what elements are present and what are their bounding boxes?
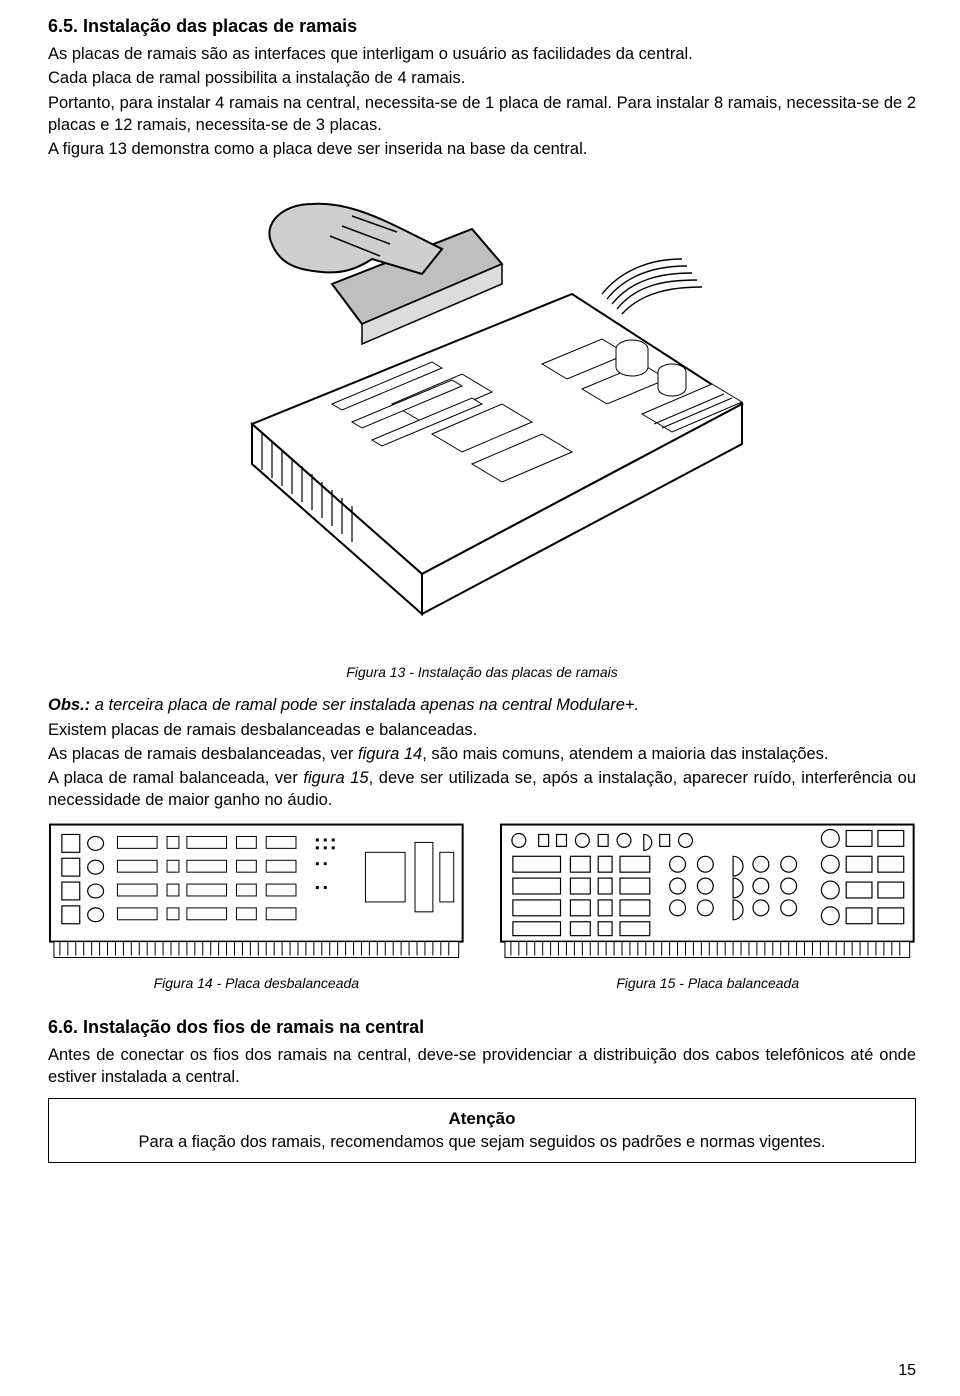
- p2-fig-ref: figura 14: [358, 745, 422, 763]
- figure-14-illustration: [48, 822, 465, 962]
- p2b: , são mais comuns, atendem a maioria das…: [422, 745, 828, 763]
- p2a: As placas de ramais desbalanceadas, ver: [48, 745, 358, 763]
- figure-15-block: Figura 15 - Placa balanceada: [499, 822, 916, 1005]
- section-65-title: 6.5. Instalação das placas de ramais: [48, 16, 916, 37]
- page-number: 15: [898, 1362, 916, 1380]
- figure-15-caption: Figura 15 - Placa balanceada: [499, 975, 916, 991]
- section-66-p1: Antes de conectar os fios dos ramais na …: [48, 1044, 916, 1089]
- figure-14-caption: Figura 14 - Placa desbalanceada: [48, 975, 465, 991]
- section-65-p1: As placas de ramais são as interfaces qu…: [48, 43, 916, 65]
- after-fig13-p2: As placas de ramais desbalanceadas, ver …: [48, 743, 916, 765]
- attention-body: Para a fiação dos ramais, recomendamos q…: [63, 1133, 901, 1152]
- figure-13-illustration: [202, 174, 762, 654]
- obs-label: Obs.:: [48, 696, 90, 714]
- obs-line: Obs.: a terceira placa de ramal pode ser…: [48, 694, 916, 716]
- hand-icon: [269, 204, 442, 274]
- figure-14-block: Figura 14 - Placa desbalanceada: [48, 822, 465, 1005]
- attention-title: Atenção: [63, 1109, 901, 1129]
- after-fig13-p1: Existem placas de ramais desbalanceadas …: [48, 719, 916, 741]
- p3a: A placa de ramal balanceada, ver: [48, 769, 303, 787]
- section-65-p4: A figura 13 demonstra como a placa deve …: [48, 138, 916, 160]
- after-fig13-p3: A placa de ramal balanceada, ver figura …: [48, 767, 916, 812]
- figure-13-caption: Figura 13 - Instalação das placas de ram…: [48, 664, 916, 680]
- section-66-title: 6.6. Instalação dos fios de ramais na ce…: [48, 1017, 916, 1038]
- p3-fig-ref: figura 15: [303, 769, 368, 787]
- figure-15-illustration: [499, 822, 916, 962]
- attention-box: Atenção Para a fiação dos ramais, recome…: [48, 1098, 916, 1163]
- obs-text: a terceira placa de ramal pode ser insta…: [90, 696, 639, 714]
- section-65-p2: Cada placa de ramal possibilita a instal…: [48, 67, 916, 89]
- section-65-p3: Portanto, para instalar 4 ramais na cent…: [48, 92, 916, 137]
